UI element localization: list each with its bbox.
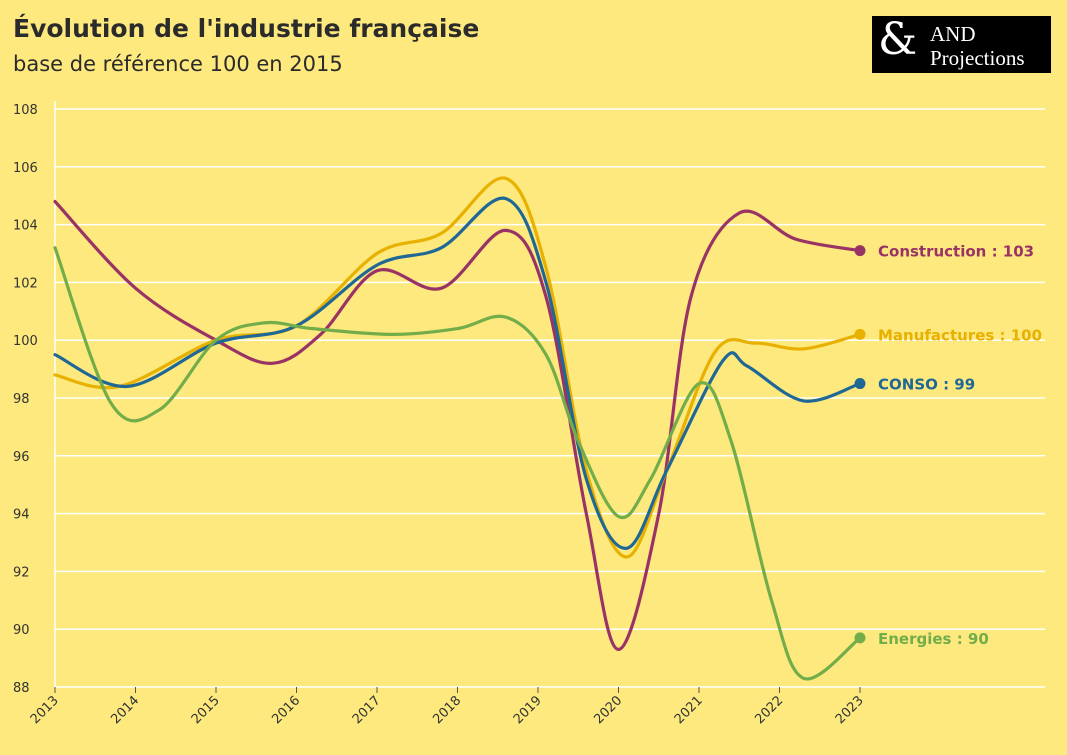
brand-logo: & AND Projections (872, 14, 1051, 73)
logo-line-2: Projections (930, 46, 1025, 70)
chart-title: Évolution de l'industrie française (13, 14, 480, 43)
y-tick-label: 102 (13, 276, 38, 291)
ampersand-logo-icon: & (878, 14, 918, 65)
series-label-manufactures: Manufactures : 100 (878, 326, 1042, 344)
y-tick-label: 88 (13, 681, 30, 696)
x-tick-label: 2020 (591, 693, 625, 727)
y-tick-label: 94 (13, 508, 30, 523)
y-tick-label: 98 (13, 392, 30, 407)
x-tick-label: 2016 (269, 693, 303, 727)
y-tick-label: 104 (13, 219, 38, 234)
series-label-construction: Construction : 103 (878, 243, 1034, 261)
series-end-dot-energies (854, 632, 866, 644)
grid-layer (54, 101, 1045, 688)
y-tick-label: 106 (13, 161, 38, 176)
x-tick-label: 2022 (752, 693, 786, 727)
logo-line-1: AND (930, 22, 976, 46)
series-line-construction (53, 199, 862, 652)
axis-layer: 88 90 92 94 96 98 100 102 104 106 108 2013 2014 2015 2… (13, 103, 867, 727)
x-tick-label: 2017 (350, 693, 384, 727)
y-tick-label: 92 (13, 565, 30, 580)
y-tick-label: 100 (13, 334, 38, 349)
x-tick-label: 2013 (28, 693, 62, 727)
series-end-dot-manufactures (854, 328, 866, 340)
y-tick-label: 96 (13, 450, 30, 465)
series-end-dot-conso (854, 378, 866, 390)
series-label-energies: Energies : 90 (878, 630, 989, 648)
x-tick-label: 2021 (672, 693, 706, 727)
series-label-conso: CONSO : 99 (878, 376, 975, 394)
y-tick-label: 90 (13, 623, 30, 638)
series-line-conso (53, 196, 862, 550)
x-tick-label: 2023 (833, 693, 867, 727)
x-tick-label: 2015 (189, 693, 223, 727)
y-tick-label: 108 (13, 103, 38, 118)
x-tick-label: 2018 (430, 693, 464, 727)
series-line-energies (53, 246, 862, 681)
x-tick-label: 2019 (511, 693, 545, 727)
x-tick-label: 2014 (108, 693, 142, 727)
chart-subtitle: base de référence 100 en 2015 (13, 52, 343, 76)
series-end-dot-construction (854, 245, 866, 257)
series-layer: Construction : 103 Manufactures : 100 CONS… (53, 176, 1042, 681)
